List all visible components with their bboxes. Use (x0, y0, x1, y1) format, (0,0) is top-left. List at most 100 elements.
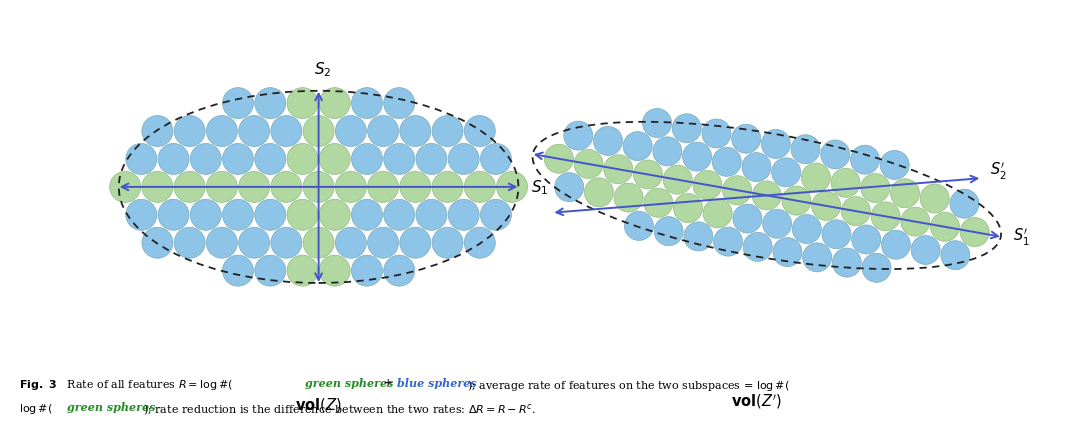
Text: $\bf{Fig.\ 3}$   Rate of all features $R = \log\#($: $\bf{Fig.\ 3}$ Rate of all features $R =… (19, 377, 233, 391)
Circle shape (881, 230, 910, 259)
Circle shape (481, 144, 512, 175)
Circle shape (812, 192, 840, 221)
Circle shape (960, 218, 989, 247)
Circle shape (544, 145, 573, 174)
Circle shape (950, 190, 978, 219)
Circle shape (432, 116, 463, 147)
Circle shape (653, 138, 681, 167)
Circle shape (623, 132, 652, 161)
Circle shape (239, 116, 270, 147)
Circle shape (850, 146, 879, 175)
Circle shape (351, 200, 382, 231)
Circle shape (693, 171, 721, 200)
Circle shape (335, 227, 366, 259)
Circle shape (802, 243, 832, 272)
Circle shape (416, 144, 447, 175)
Text: ); rate reduction is the difference between the two rates: $\Delta R = R - R^c$.: ); rate reduction is the difference betw… (143, 401, 536, 416)
Circle shape (832, 169, 860, 198)
Circle shape (255, 144, 286, 175)
Circle shape (271, 172, 302, 203)
Circle shape (206, 172, 238, 203)
Circle shape (174, 172, 205, 203)
Text: $S_2$: $S_2$ (314, 60, 332, 79)
Circle shape (464, 172, 496, 203)
Circle shape (416, 200, 447, 231)
Circle shape (383, 256, 415, 286)
Circle shape (190, 200, 221, 231)
Text: blue spheres: blue spheres (397, 377, 477, 388)
Circle shape (941, 241, 970, 270)
Circle shape (255, 89, 286, 119)
Circle shape (190, 144, 221, 175)
Circle shape (703, 199, 732, 228)
Circle shape (742, 153, 771, 182)
Circle shape (287, 89, 318, 119)
Text: +: + (380, 377, 396, 387)
Circle shape (841, 197, 870, 226)
Circle shape (222, 144, 254, 175)
Circle shape (255, 200, 286, 231)
Circle shape (367, 227, 399, 259)
Circle shape (891, 179, 919, 208)
Circle shape (713, 148, 741, 177)
Circle shape (723, 176, 752, 205)
Circle shape (400, 227, 431, 259)
Circle shape (733, 204, 761, 233)
Circle shape (731, 125, 760, 154)
Circle shape (782, 187, 811, 216)
Circle shape (351, 144, 382, 175)
Circle shape (594, 127, 622, 156)
Circle shape (644, 189, 673, 218)
Circle shape (141, 116, 173, 147)
Circle shape (464, 227, 496, 259)
Circle shape (206, 227, 238, 259)
Circle shape (564, 122, 593, 151)
Circle shape (320, 200, 350, 231)
Circle shape (239, 172, 270, 203)
Circle shape (320, 89, 350, 119)
Circle shape (920, 184, 949, 213)
Circle shape (335, 116, 366, 147)
Text: vol$(Z)$: vol$(Z)$ (295, 395, 342, 413)
Circle shape (255, 256, 286, 286)
Circle shape (110, 172, 140, 203)
Text: green spheres: green spheres (305, 377, 393, 388)
Circle shape (448, 200, 480, 231)
Circle shape (271, 116, 302, 147)
Circle shape (303, 116, 334, 147)
Circle shape (303, 172, 334, 203)
Circle shape (743, 233, 772, 262)
Circle shape (141, 227, 173, 259)
Circle shape (672, 115, 701, 144)
Circle shape (141, 172, 173, 203)
Circle shape (287, 144, 318, 175)
Text: green spheres: green spheres (67, 401, 156, 412)
Circle shape (383, 144, 415, 175)
Text: vol$(Z')$: vol$(Z')$ (731, 392, 782, 410)
Circle shape (912, 236, 940, 265)
Circle shape (615, 184, 643, 213)
Circle shape (575, 150, 603, 179)
Circle shape (400, 116, 431, 147)
Circle shape (174, 116, 205, 147)
Circle shape (320, 144, 350, 175)
Circle shape (852, 225, 880, 254)
Circle shape (584, 178, 613, 207)
Circle shape (383, 89, 415, 119)
Circle shape (497, 172, 527, 203)
Circle shape (383, 200, 415, 231)
Circle shape (125, 200, 157, 231)
Circle shape (901, 207, 930, 236)
Text: $S_2'$: $S_2'$ (990, 160, 1007, 181)
Text: $S_1$: $S_1$ (531, 178, 549, 197)
Circle shape (753, 181, 781, 210)
Circle shape (158, 144, 189, 175)
Circle shape (791, 135, 820, 164)
Circle shape (674, 194, 702, 223)
Circle shape (206, 116, 238, 147)
Circle shape (222, 200, 254, 231)
Circle shape (772, 158, 800, 187)
Circle shape (400, 172, 431, 203)
Circle shape (702, 120, 731, 149)
Circle shape (624, 212, 653, 241)
